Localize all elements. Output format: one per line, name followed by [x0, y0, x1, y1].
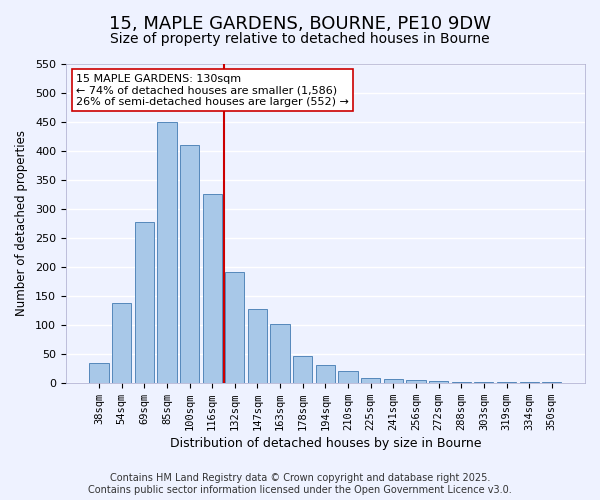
Bar	[180, 145, 199, 383]
Text: Contains HM Land Registry data © Crown copyright and database right 2025.
Contai: Contains HM Land Registry data © Crown c…	[88, 474, 512, 495]
Bar	[203, 194, 222, 383]
Bar	[474, 382, 493, 383]
Bar	[429, 381, 448, 383]
Bar	[406, 380, 425, 383]
Bar	[225, 272, 244, 383]
Bar	[316, 365, 335, 383]
Bar	[112, 304, 131, 383]
Bar	[338, 371, 358, 383]
Bar	[271, 324, 290, 383]
X-axis label: Distribution of detached houses by size in Bourne: Distribution of detached houses by size …	[170, 437, 481, 450]
Bar	[89, 362, 109, 383]
Bar	[542, 382, 562, 383]
Bar	[452, 382, 471, 383]
Bar	[361, 378, 380, 383]
Text: Size of property relative to detached houses in Bourne: Size of property relative to detached ho…	[110, 32, 490, 46]
Bar	[134, 222, 154, 383]
Bar	[293, 356, 313, 383]
Bar	[497, 382, 516, 383]
Bar	[157, 122, 176, 383]
Y-axis label: Number of detached properties: Number of detached properties	[15, 130, 28, 316]
Bar	[248, 309, 267, 383]
Bar	[383, 379, 403, 383]
Bar	[520, 382, 539, 383]
Text: 15 MAPLE GARDENS: 130sqm
← 74% of detached houses are smaller (1,586)
26% of sem: 15 MAPLE GARDENS: 130sqm ← 74% of detach…	[76, 74, 349, 107]
Text: 15, MAPLE GARDENS, BOURNE, PE10 9DW: 15, MAPLE GARDENS, BOURNE, PE10 9DW	[109, 15, 491, 33]
